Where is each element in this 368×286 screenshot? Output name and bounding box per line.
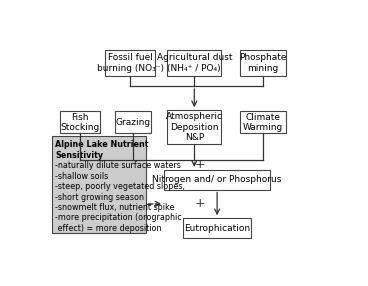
Text: Fossil fuel
burning (NO₃⁻): Fossil fuel burning (NO₃⁻): [97, 53, 164, 73]
Bar: [115, 112, 151, 133]
Text: Grazing: Grazing: [116, 118, 151, 127]
Text: Alpine Lake Nutrient
Sensitivity: Alpine Lake Nutrient Sensitivity: [55, 140, 149, 160]
Bar: [105, 50, 155, 76]
Bar: [167, 50, 222, 76]
Text: +: +: [195, 197, 205, 210]
Text: Climate
Warming: Climate Warming: [243, 113, 283, 132]
Text: Agricultural dust
(NH₄⁺ / PO₄): Agricultural dust (NH₄⁺ / PO₄): [156, 53, 232, 73]
Bar: [164, 170, 270, 190]
Bar: [240, 112, 286, 133]
Bar: [167, 110, 222, 144]
Text: -naturally dilute surface waters
-shallow soils
-steep, poorly vegetated slopes,: -naturally dilute surface waters -shallo…: [55, 161, 185, 233]
Bar: [52, 136, 146, 233]
Text: Eutrophication: Eutrophication: [184, 224, 250, 233]
Text: Atmospheric
Deposition
N&P: Atmospheric Deposition N&P: [166, 112, 223, 142]
Text: +: +: [195, 158, 205, 171]
Text: Phosphate
mining: Phosphate mining: [239, 53, 287, 73]
Text: Fish
Stocking: Fish Stocking: [61, 113, 100, 132]
Text: Nitrogen and/ or Phosphorus: Nitrogen and/ or Phosphorus: [152, 175, 282, 184]
Bar: [183, 218, 251, 238]
Bar: [60, 112, 100, 133]
Bar: [240, 50, 286, 76]
